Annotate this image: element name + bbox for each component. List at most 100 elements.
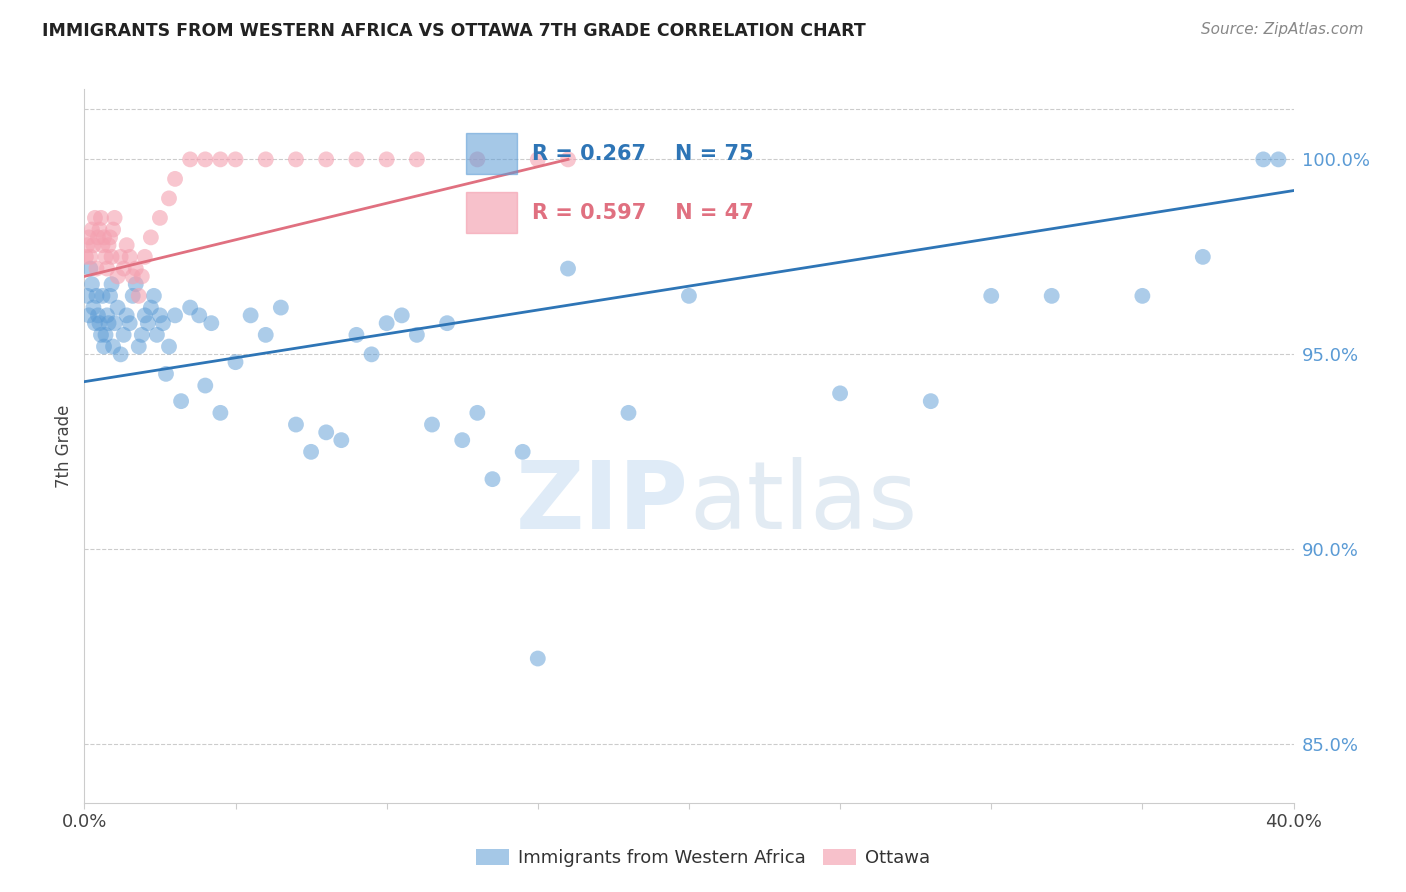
Point bbox=[360, 347, 382, 361]
Point bbox=[90, 327, 112, 342]
Point bbox=[110, 250, 132, 264]
Point bbox=[194, 153, 217, 167]
Point bbox=[91, 289, 114, 303]
Point bbox=[86, 289, 108, 303]
Point bbox=[179, 301, 201, 315]
Point bbox=[134, 309, 156, 323]
Point bbox=[94, 327, 117, 342]
Point bbox=[149, 309, 172, 323]
Point bbox=[467, 153, 489, 167]
Point bbox=[254, 153, 277, 167]
Text: IMMIGRANTS FROM WESTERN AFRICA VS OTTAWA 7TH GRADE CORRELATION CHART: IMMIGRANTS FROM WESTERN AFRICA VS OTTAWA… bbox=[42, 22, 866, 40]
Point bbox=[165, 172, 187, 186]
Point bbox=[139, 301, 162, 315]
Point bbox=[112, 327, 135, 342]
Point bbox=[77, 230, 100, 244]
Point bbox=[557, 153, 579, 167]
Point bbox=[104, 211, 127, 225]
Point bbox=[284, 153, 308, 167]
Point bbox=[87, 230, 110, 244]
Point bbox=[1192, 250, 1215, 264]
Point bbox=[467, 406, 489, 420]
Point bbox=[107, 301, 129, 315]
Point bbox=[830, 386, 852, 401]
Point bbox=[128, 289, 150, 303]
Y-axis label: 7th Grade: 7th Grade bbox=[55, 404, 73, 488]
Point bbox=[76, 238, 98, 252]
Point bbox=[346, 327, 368, 342]
Point bbox=[82, 238, 104, 252]
Point bbox=[128, 340, 150, 354]
Point bbox=[100, 277, 122, 292]
Point bbox=[101, 340, 124, 354]
Point bbox=[79, 250, 101, 264]
Point bbox=[134, 250, 156, 264]
Point bbox=[527, 651, 550, 665]
Point bbox=[93, 230, 115, 244]
Point bbox=[406, 327, 429, 342]
Point bbox=[375, 153, 398, 167]
Point bbox=[436, 316, 458, 330]
Point bbox=[89, 316, 111, 330]
Point bbox=[194, 378, 217, 392]
Point bbox=[617, 406, 640, 420]
Point bbox=[299, 445, 322, 459]
Point bbox=[152, 316, 174, 330]
Point bbox=[97, 316, 120, 330]
Point bbox=[87, 309, 110, 323]
Point bbox=[980, 289, 1002, 303]
Point bbox=[131, 327, 153, 342]
Text: Source: ZipAtlas.com: Source: ZipAtlas.com bbox=[1201, 22, 1364, 37]
Point bbox=[101, 222, 124, 236]
Text: atlas: atlas bbox=[689, 457, 917, 549]
Point bbox=[209, 406, 232, 420]
Point bbox=[131, 269, 153, 284]
Point bbox=[97, 238, 120, 252]
Point bbox=[98, 289, 121, 303]
Point bbox=[1130, 289, 1153, 303]
Point bbox=[315, 425, 337, 440]
Point bbox=[110, 347, 132, 361]
Point bbox=[118, 316, 141, 330]
Point bbox=[93, 340, 115, 354]
Point bbox=[284, 417, 308, 432]
Point bbox=[121, 269, 143, 284]
Point bbox=[512, 445, 534, 459]
Point bbox=[79, 261, 101, 276]
Point bbox=[225, 153, 247, 167]
Point bbox=[346, 153, 368, 167]
Point bbox=[200, 316, 222, 330]
Point bbox=[1251, 153, 1274, 167]
Point bbox=[90, 211, 112, 225]
Point bbox=[115, 238, 138, 252]
Point bbox=[678, 289, 700, 303]
Point bbox=[104, 316, 127, 330]
Point bbox=[146, 327, 169, 342]
Point bbox=[170, 394, 193, 409]
Point bbox=[165, 309, 187, 323]
Point bbox=[451, 433, 474, 447]
Point bbox=[82, 301, 104, 315]
Point bbox=[225, 355, 247, 369]
Point bbox=[86, 261, 108, 276]
Point bbox=[125, 277, 148, 292]
Point bbox=[149, 211, 172, 225]
Legend: Immigrants from Western Africa, Ottawa: Immigrants from Western Africa, Ottawa bbox=[468, 841, 938, 874]
Point bbox=[84, 211, 107, 225]
Point bbox=[89, 222, 111, 236]
Point bbox=[96, 261, 118, 276]
Point bbox=[315, 153, 337, 167]
Point bbox=[155, 367, 177, 381]
Point bbox=[406, 153, 429, 167]
Point bbox=[80, 222, 103, 236]
Point bbox=[139, 230, 162, 244]
Point bbox=[330, 433, 353, 447]
Point bbox=[100, 250, 122, 264]
Text: ZIP: ZIP bbox=[516, 457, 689, 549]
Point bbox=[1040, 289, 1063, 303]
Point bbox=[96, 309, 118, 323]
Point bbox=[239, 309, 262, 323]
Point bbox=[115, 309, 138, 323]
Point bbox=[84, 316, 107, 330]
Point bbox=[107, 269, 129, 284]
